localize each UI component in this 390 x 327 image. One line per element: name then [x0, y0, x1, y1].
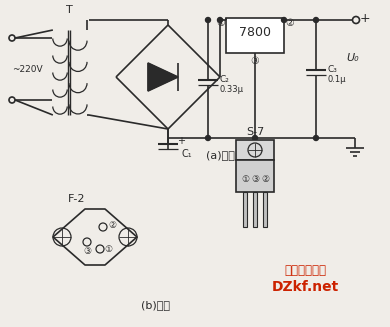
Text: ②: ② [261, 176, 269, 184]
Text: 电子开发社区: 电子开发社区 [284, 264, 326, 277]
Text: ①: ① [241, 176, 249, 184]
Text: ③: ③ [83, 248, 91, 256]
Text: C₂: C₂ [220, 76, 230, 84]
Text: (b)外形: (b)外形 [140, 300, 170, 310]
Bar [236, 140, 274, 160]
Text: 0.1μ: 0.1μ [328, 76, 346, 84]
Bar [236, 160, 274, 192]
Text: U₀: U₀ [346, 53, 359, 63]
Text: (a)电路: (a)电路 [206, 150, 234, 160]
Bar [263, 192, 267, 227]
Circle shape [314, 135, 319, 141]
Circle shape [218, 18, 223, 23]
Text: DZkf.net: DZkf.net [271, 280, 339, 294]
Text: +: + [360, 11, 370, 25]
Text: T: T [66, 5, 73, 15]
Circle shape [252, 135, 257, 141]
Bar [253, 192, 257, 227]
Bar [226, 18, 284, 53]
Bar [243, 192, 247, 227]
Polygon shape [148, 63, 178, 91]
Text: 7800: 7800 [239, 26, 271, 39]
Text: ~220V: ~220V [12, 65, 42, 75]
Text: C₃: C₃ [328, 65, 338, 75]
Text: +: + [177, 136, 185, 146]
Circle shape [282, 18, 287, 23]
Circle shape [206, 18, 211, 23]
Text: S-7: S-7 [246, 127, 264, 137]
Circle shape [206, 135, 211, 141]
Text: ③: ③ [251, 176, 259, 184]
Text: ①: ① [216, 18, 225, 28]
Text: ③: ③ [251, 56, 259, 66]
Circle shape [314, 18, 319, 23]
Text: ②: ② [285, 18, 294, 28]
Text: 0.33μ: 0.33μ [220, 85, 244, 95]
Text: F-2: F-2 [68, 194, 86, 204]
Text: C₁: C₁ [182, 149, 193, 159]
Text: ②: ② [108, 221, 116, 231]
Text: ①: ① [104, 246, 112, 254]
